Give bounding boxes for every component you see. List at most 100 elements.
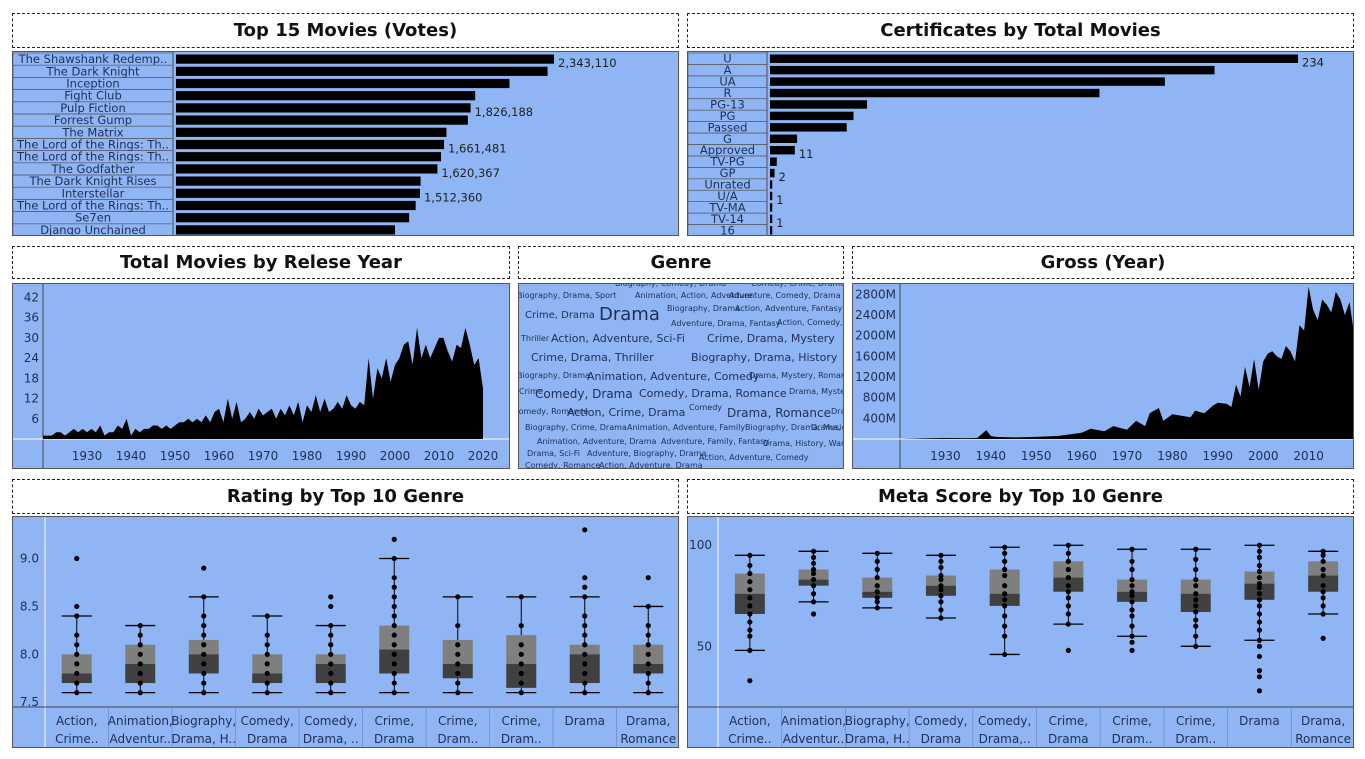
genre-word: Action, Comedy, Crime [777,318,843,327]
certs-category-label: Passed [708,120,748,134]
meta-point [810,570,817,577]
rating-point [201,690,207,696]
rating-x-label-line2: Romance [620,732,676,746]
genre-word: Biography, Comedy, Drama [615,283,726,288]
meta-point [1002,550,1008,556]
genre-title: Genre [518,246,844,279]
meta-x-label-line1: Animation, [781,714,846,728]
meta-point [1065,589,1071,595]
meta-point [1129,639,1135,645]
rating-y-tick: 8.0 [20,647,39,661]
genre-word: Biography, Drama, Sport [518,291,617,300]
top15-bar [176,213,410,223]
rating-point [328,632,334,638]
top15-bar [176,164,438,174]
meta-point [810,611,817,617]
meta-point [874,589,880,595]
rating-point [74,670,80,677]
gross-y-tick: 2800M [855,287,896,301]
rating-point [582,527,588,533]
meta-y-tick: 50 [697,639,712,653]
rating-point [518,651,524,657]
genre-word: Biography, Drama [518,371,590,380]
rating-point [391,690,397,696]
gross-x-tick: 1970 [1112,449,1143,463]
rating-point [582,690,588,696]
certs-bar [770,157,777,166]
meta-box-lower [1180,593,1211,612]
gross-y-tick: 400M [863,411,896,425]
gross-x-tick: 1960 [1066,449,1097,463]
gross-y-tick: 1200M [855,370,896,384]
rating-point [455,680,461,686]
meta-point [1129,623,1135,629]
rating-point [645,632,651,638]
genre-word: Comedy, Drama [535,387,633,401]
year-y-tick: 36 [24,311,39,325]
meta-point [1320,566,1326,573]
year-x-tick: 2010 [424,449,455,463]
certs-category-label: 16 [720,223,735,236]
year-x-tick: 1950 [160,449,191,463]
genre-word: Animation, Adventure, Family [627,423,746,432]
certs-data-label: 2 [779,170,786,184]
top15-bar [176,152,442,162]
rating-x-label-line1: Crime, [438,714,478,728]
meta-point [1320,635,1326,641]
year-x-tick: 1940 [116,449,147,463]
rating-point [518,622,524,629]
gross-svg: 400M 800M 1200M 1600M 2000M 2400M 2800M 1930 194… [853,284,1353,468]
genre-word: Action, Adventure, Fantasy [735,304,843,313]
meta-point [1065,550,1071,556]
rating-point [201,594,207,600]
year-area [43,327,483,439]
year-y-tick: 6 [31,412,39,426]
meta-point [1320,558,1326,564]
meta-x-label-line1: Drama, [1301,714,1345,728]
meta-point [1193,633,1199,639]
rating-x-label-line2: Dram.. [501,732,542,746]
rating-point [74,680,80,686]
meta-point [938,583,944,589]
meta-point [810,599,817,605]
meta-point [1129,583,1135,589]
genre-word: Biography, Drama [667,304,740,313]
rating-point [201,613,207,619]
genre-wordcloud: Biography, Comedy, Drama Comedy, Crime, D… [518,283,844,469]
certs-bar [770,214,773,224]
rating-point [582,661,588,667]
rating-point [391,536,397,542]
gross-y-tick: 800M [863,391,896,405]
meta-x-label-line2: Adventur.. [783,732,844,746]
certs-bar [770,77,1165,86]
rating-point [518,661,524,667]
rating-x-label-line1: Action, [56,714,97,728]
meta-point [1129,607,1135,613]
rating-point [137,632,143,638]
meta-x-label-line1: Crime, [1176,714,1216,728]
rating-x-label-line2: Drama, .. [303,732,359,746]
rating-point [328,642,334,648]
top15-bar [176,127,447,137]
top15-category-label: The Dark Knight Rises [28,174,156,188]
rating-x-label-line2: Dram.. [437,732,478,746]
meta-point [1065,595,1071,601]
meta-point [938,615,944,621]
meta-point [1129,613,1135,619]
certs-bar [770,191,773,201]
meta-point [938,593,944,599]
rating-point [455,661,461,667]
certs-data-label: 1 [776,193,783,207]
meta-point [1129,647,1135,653]
top15-bar [176,176,421,186]
year-x-tick: 1970 [248,449,279,463]
certs-category-label: TV-14 [710,212,744,226]
genre-word: Drama, Mystery, Romance [749,371,843,380]
rating-point [455,594,461,600]
year-x-tick: 1930 [72,449,103,463]
top15-data-label: 1,661,481 [448,142,507,156]
meta-point [1256,603,1263,609]
meta-x-label-line2: Crime.. [728,732,771,746]
certs-category-label: U [723,52,731,66]
